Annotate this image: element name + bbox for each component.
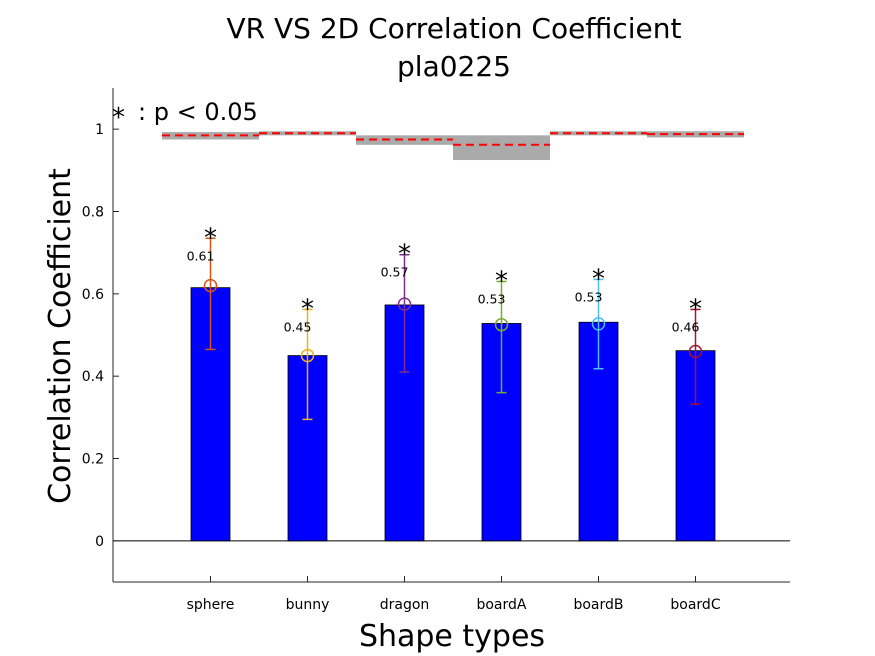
reference-band bbox=[259, 131, 356, 136]
significance-note-star: * bbox=[112, 103, 125, 133]
y-tick-label: 0.8 bbox=[82, 205, 104, 221]
mean-marker bbox=[688, 344, 703, 359]
significance-note: * : p < 0.05 bbox=[112, 98, 258, 133]
x-tick-label: sphere bbox=[187, 597, 235, 613]
x-tick-label: boardB bbox=[573, 597, 623, 613]
significance-star: * bbox=[689, 294, 702, 324]
significance-star: * bbox=[301, 294, 314, 324]
data-label: 0.46 bbox=[672, 319, 700, 334]
y-tick-label: 0.6 bbox=[82, 287, 104, 303]
significance-star: * bbox=[495, 266, 508, 296]
y-axis-label: Correlation Coefficient bbox=[43, 168, 78, 504]
mean-marker bbox=[397, 297, 412, 311]
error-bar bbox=[399, 253, 410, 373]
mean-marker bbox=[300, 348, 315, 363]
data-label: 0.53 bbox=[575, 289, 603, 304]
plot-area: 0 0.2 0.4 0.6 0.8 1 sphere bunny dragon boardA boa… bbox=[82, 88, 790, 613]
y-tick-label: 0 bbox=[95, 534, 104, 550]
reference-band bbox=[356, 135, 453, 145]
significance-star: * bbox=[204, 223, 217, 253]
y-tick-label: 1 bbox=[95, 122, 104, 138]
reference-band bbox=[647, 131, 744, 138]
reference-band bbox=[453, 135, 550, 161]
significance-star: * bbox=[398, 240, 411, 270]
data-label: 0.53 bbox=[478, 291, 506, 306]
data-label: 0.57 bbox=[381, 265, 409, 280]
data-label: 0.45 bbox=[284, 319, 312, 334]
reference-band bbox=[550, 131, 647, 136]
x-axis-label: Shape types bbox=[359, 619, 545, 654]
chart-title: VR VS 2D Correlation Coefficient bbox=[226, 12, 681, 45]
significance-star: * bbox=[592, 264, 605, 294]
mean-marker bbox=[203, 278, 218, 293]
error-bar bbox=[496, 280, 507, 394]
x-tick-label: dragon bbox=[380, 597, 430, 613]
x-tick-label: boardA bbox=[476, 597, 526, 613]
error-bar bbox=[205, 237, 216, 351]
y-tick-label: 0.4 bbox=[82, 369, 104, 385]
data-label: 0.61 bbox=[187, 248, 215, 263]
error-bar bbox=[593, 278, 604, 370]
reference-band bbox=[162, 132, 259, 140]
x-tick-label: boardC bbox=[670, 597, 720, 613]
mean-marker bbox=[494, 317, 509, 332]
chart-subtitle: pla0225 bbox=[397, 50, 511, 83]
error-bar bbox=[302, 308, 313, 421]
x-tick-label: bunny bbox=[286, 597, 330, 613]
significance-note-text: : p < 0.05 bbox=[138, 98, 258, 126]
mean-marker bbox=[591, 317, 606, 331]
y-tick-label: 0.2 bbox=[82, 452, 104, 468]
